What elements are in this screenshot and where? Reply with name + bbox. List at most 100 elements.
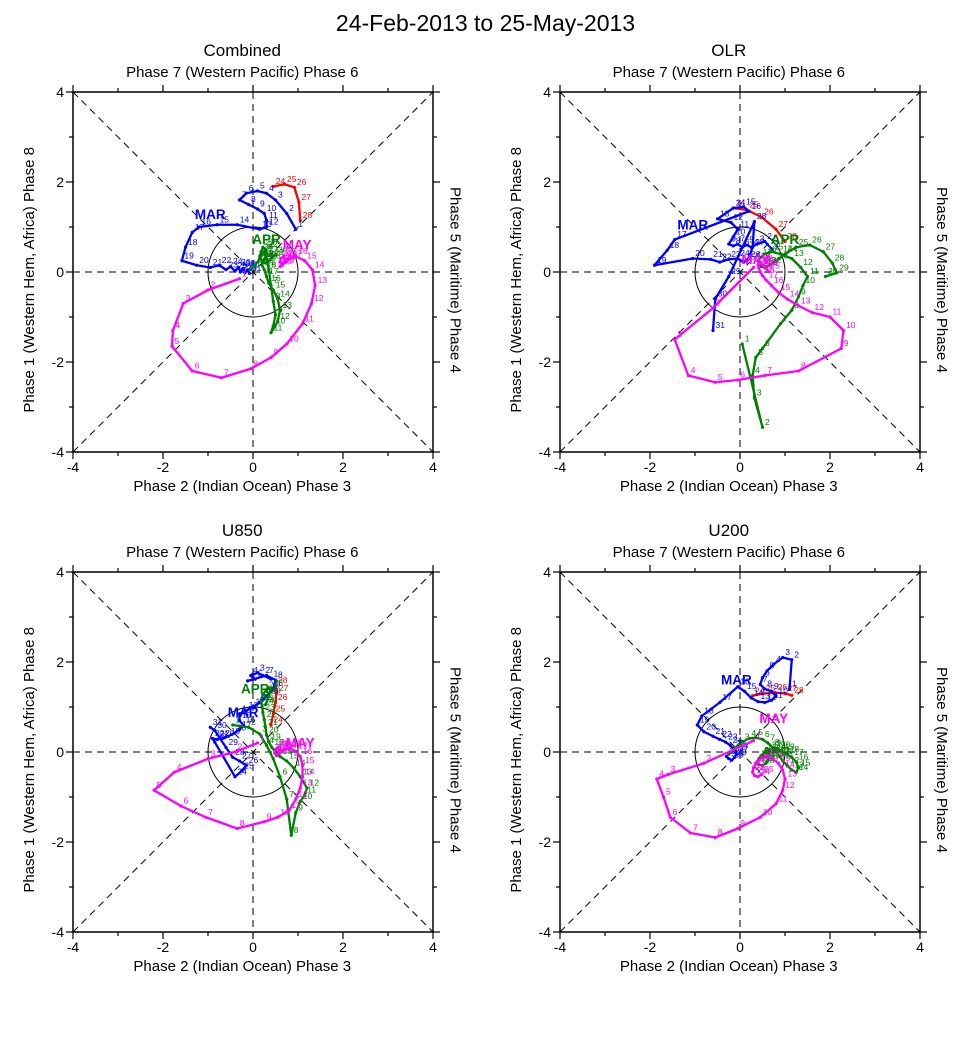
top-axis-label: Phase 7 (Western Pacific) Phase 6	[126, 544, 359, 561]
svg-text:19: 19	[700, 715, 710, 725]
svg-text:23: 23	[757, 765, 767, 775]
svg-text:20: 20	[283, 742, 293, 752]
svg-text:11: 11	[263, 692, 272, 702]
panel-title: U850	[221, 521, 263, 540]
svg-text:5: 5	[758, 727, 763, 737]
svg-text:20: 20	[781, 739, 791, 749]
svg-text:2: 2	[826, 459, 834, 475]
svg-text:-4: -4	[554, 939, 567, 955]
svg-text:22: 22	[215, 728, 225, 738]
svg-text:3: 3	[260, 662, 265, 672]
svg-text:14: 14	[790, 289, 800, 299]
svg-text:10: 10	[782, 746, 792, 756]
svg-text:3: 3	[186, 293, 191, 303]
svg-text:14: 14	[785, 760, 795, 770]
svg-text:8: 8	[801, 361, 806, 371]
svg-text:19: 19	[285, 255, 295, 265]
svg-text:5: 5	[769, 661, 774, 671]
svg-text:4: 4	[429, 939, 437, 955]
svg-text:5: 5	[758, 347, 763, 357]
svg-text:1: 1	[260, 733, 265, 743]
svg-text:15: 15	[781, 753, 791, 763]
svg-text:7: 7	[767, 365, 772, 375]
svg-text:-4: -4	[554, 459, 567, 475]
svg-text:18: 18	[765, 265, 775, 275]
svg-text:-4: -4	[538, 444, 551, 460]
svg-text:0: 0	[249, 459, 257, 475]
svg-text:17: 17	[242, 719, 252, 729]
svg-text:APR: APR	[770, 232, 799, 247]
svg-text:5: 5	[718, 372, 723, 382]
svg-text:19: 19	[785, 742, 795, 752]
svg-text:13: 13	[303, 778, 313, 788]
svg-text:10: 10	[290, 334, 300, 344]
svg-text:MAR: MAR	[228, 705, 259, 720]
panel-title: OLR	[711, 41, 747, 60]
svg-text:28: 28	[757, 211, 767, 221]
svg-text:-4: -4	[538, 924, 551, 940]
svg-text:15: 15	[276, 280, 286, 290]
svg-text:22: 22	[267, 709, 277, 719]
svg-text:8: 8	[294, 825, 299, 835]
svg-text:28: 28	[737, 747, 747, 757]
svg-text:4: 4	[543, 564, 551, 580]
svg-text:-2: -2	[52, 354, 65, 370]
svg-text:1: 1	[756, 257, 761, 267]
svg-text:28: 28	[246, 258, 256, 268]
svg-text:6: 6	[195, 361, 200, 371]
svg-text:12: 12	[269, 217, 279, 227]
right-axis-label: Phase 5 (Maritime) Phase 4	[932, 667, 950, 853]
svg-text:26: 26	[777, 682, 787, 692]
svg-text:27: 27	[826, 241, 836, 251]
svg-text:28: 28	[787, 231, 797, 241]
panel-olr: OLR Phase 7 (Western Pacific) Phase 6 Ph…	[489, 41, 970, 495]
svg-text:27: 27	[761, 754, 771, 764]
svg-text:25: 25	[746, 252, 756, 262]
svg-text:12: 12	[803, 257, 813, 267]
svg-text:19: 19	[231, 726, 241, 736]
svg-text:16: 16	[202, 217, 212, 227]
svg-text:20: 20	[267, 249, 277, 259]
svg-text:29: 29	[275, 247, 285, 257]
svg-text:21: 21	[284, 248, 294, 258]
svg-text:23: 23	[229, 259, 239, 269]
svg-text:7: 7	[224, 367, 229, 377]
svg-text:9: 9	[299, 802, 304, 812]
svg-text:19: 19	[272, 732, 282, 742]
svg-text:8: 8	[736, 235, 741, 245]
svg-text:23: 23	[266, 702, 276, 712]
svg-text:-4: -4	[52, 444, 65, 460]
svg-text:1: 1	[299, 219, 304, 229]
svg-text:2: 2	[715, 298, 720, 308]
svg-text:1: 1	[242, 268, 247, 278]
top-axis-label: Phase 7 (Western Pacific) Phase 6	[612, 544, 845, 561]
svg-text:1: 1	[274, 669, 279, 679]
svg-text:20: 20	[283, 252, 293, 262]
svg-text:20: 20	[269, 724, 279, 734]
svg-text:30: 30	[278, 244, 288, 254]
svg-text:11: 11	[274, 322, 283, 332]
left-axis-label: Phase 1 (Western Hem, Africa) Phase 8	[507, 147, 525, 413]
svg-text:17: 17	[722, 692, 732, 702]
svg-text:25: 25	[238, 261, 248, 271]
svg-text:4: 4	[267, 241, 272, 251]
svg-text:28: 28	[765, 755, 775, 765]
svg-text:15: 15	[747, 681, 757, 691]
svg-text:4: 4	[916, 459, 924, 475]
svg-text:2: 2	[767, 231, 772, 241]
svg-text:8: 8	[767, 679, 772, 689]
svg-text:9: 9	[260, 199, 265, 209]
svg-text:16: 16	[272, 273, 282, 283]
svg-text:10: 10	[269, 685, 279, 695]
svg-text:12: 12	[281, 311, 291, 321]
svg-text:0: 0	[543, 744, 551, 760]
svg-text:23: 23	[218, 732, 228, 742]
svg-text:4: 4	[177, 762, 182, 772]
svg-text:11: 11	[292, 800, 301, 810]
svg-text:23: 23	[728, 732, 738, 742]
svg-text:29: 29	[731, 266, 741, 276]
svg-text:-2: -2	[538, 834, 551, 850]
svg-text:6: 6	[250, 670, 255, 680]
svg-text:4: 4	[176, 320, 181, 330]
